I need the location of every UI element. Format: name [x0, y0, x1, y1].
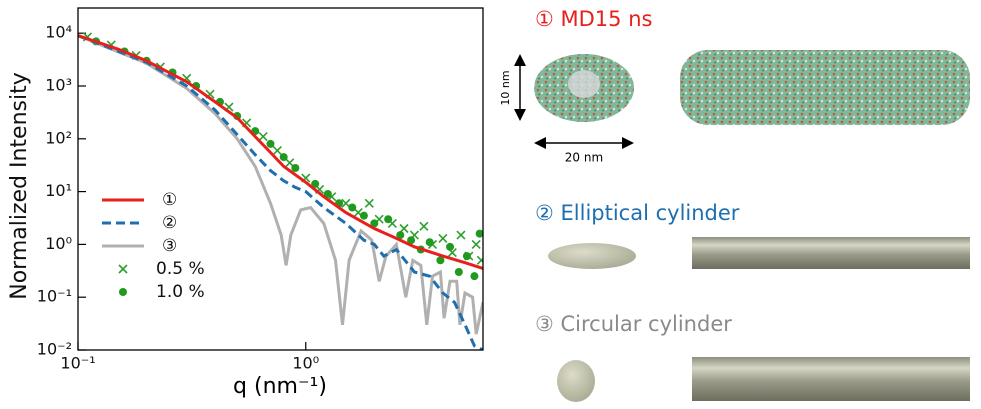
legend-label: ① — [162, 190, 177, 210]
series-line — [78, 36, 483, 335]
figure: 10⁻²10⁻¹10⁰10¹10²10³10⁴10⁻¹10⁰①②③0.5 %1.… — [0, 0, 981, 405]
legend-label: 1.0 % — [156, 282, 205, 302]
point — [360, 212, 368, 220]
point — [259, 133, 267, 141]
point — [280, 153, 288, 161]
y-tick-label: 10⁰ — [45, 234, 72, 253]
plot-area — [78, 33, 485, 350]
series-line — [78, 36, 483, 350]
point — [291, 164, 299, 172]
point — [446, 243, 454, 251]
md-side-view — [680, 50, 970, 125]
legend-swatch — [119, 288, 127, 296]
y-tick-label: 10⁻¹ — [37, 287, 72, 306]
point — [273, 147, 281, 155]
y-tick-label: 10⁴ — [45, 23, 72, 42]
point — [457, 231, 465, 239]
circle-disc — [557, 360, 595, 402]
legend-label: 0.5 % — [156, 259, 205, 279]
legend-swatch — [119, 265, 127, 273]
ellipse-disc — [548, 243, 636, 269]
x-axis-label: q (nm⁻¹) — [233, 374, 327, 399]
y-tick-label: 10³ — [45, 75, 72, 94]
md-title: ① MD15 ns — [535, 7, 652, 31]
point — [384, 215, 392, 223]
legend-label: ③ — [162, 236, 177, 256]
y-axis-label: Normalized Intensity — [7, 72, 32, 300]
point — [477, 256, 485, 264]
x-tick-label: 10⁰ — [292, 354, 319, 373]
y-tick-label: 10² — [45, 128, 72, 147]
height-label: 10 nm — [499, 70, 512, 105]
point — [266, 140, 274, 148]
point — [420, 222, 428, 230]
elliptical-cylinder — [692, 237, 970, 269]
md-core — [568, 70, 600, 98]
y-tick-label: 10¹ — [45, 181, 72, 200]
point — [348, 203, 356, 211]
point — [463, 252, 471, 260]
point — [455, 268, 463, 276]
circular-title: ③ Circular cylinder — [535, 312, 732, 336]
width-label: 20 nm — [565, 151, 603, 165]
elliptical-title: ② Elliptical cylinder — [535, 201, 740, 225]
x-tick-label: 10⁻¹ — [60, 354, 95, 373]
point — [470, 272, 478, 280]
circular-cylinder — [692, 357, 970, 401]
point — [365, 199, 373, 207]
point — [439, 234, 447, 242]
point — [426, 238, 434, 246]
point — [472, 240, 480, 248]
legend-label: ② — [162, 213, 177, 233]
